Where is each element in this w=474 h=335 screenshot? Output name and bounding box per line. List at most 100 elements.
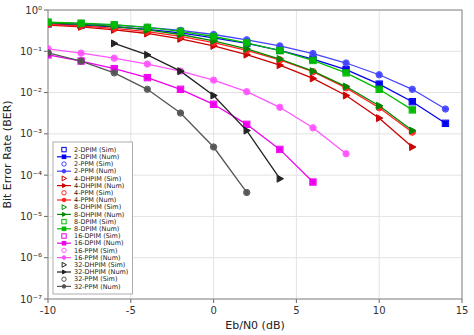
- point: [112, 22, 117, 27]
- point: [178, 29, 183, 34]
- open-point: [111, 22, 117, 28]
- tick-mark: [213, 299, 214, 303]
- tick-label: 10⁻⁷: [20, 294, 42, 305]
- open-point: [111, 70, 117, 76]
- background: [0, 0, 474, 335]
- legend-marker: [62, 162, 66, 166]
- legend-marker: [62, 212, 66, 216]
- point: [145, 52, 150, 57]
- series: [48, 21, 449, 127]
- tick-mark: [44, 133, 48, 134]
- point: [211, 102, 216, 107]
- tick-mark: [44, 92, 48, 93]
- legend-marker: [62, 277, 66, 281]
- series: [48, 21, 416, 135]
- open-point: [277, 175, 283, 182]
- grid-line: [48, 92, 462, 93]
- legend-marker: [62, 169, 66, 173]
- series: [48, 22, 448, 126]
- open-point: [343, 83, 349, 90]
- point: [277, 147, 282, 152]
- point: [443, 107, 448, 112]
- series: [48, 50, 249, 195]
- point: [278, 56, 283, 61]
- open-point: [277, 104, 283, 110]
- point: [244, 40, 249, 45]
- open-point: [210, 77, 216, 83]
- point: [145, 25, 150, 30]
- open-point: [78, 58, 84, 64]
- open-point: [310, 68, 316, 75]
- point: [178, 28, 183, 33]
- point: [112, 56, 117, 61]
- open-point: [409, 99, 415, 105]
- open-point: [442, 106, 448, 112]
- open-point: [78, 20, 84, 26]
- legend-marker: [62, 205, 66, 210]
- open-point: [376, 72, 382, 78]
- legend-marker: [62, 227, 66, 231]
- point: [79, 59, 84, 64]
- legend-marker: [62, 219, 66, 223]
- open-point: [277, 55, 283, 62]
- point: [178, 69, 183, 74]
- open-point: [244, 88, 250, 94]
- point: [311, 58, 316, 63]
- legend-marker: [62, 248, 66, 252]
- open-point: [48, 19, 51, 25]
- legend-marker: [62, 241, 66, 245]
- open-point: [410, 143, 416, 150]
- point: [211, 78, 216, 83]
- tick-label: 0: [210, 305, 216, 316]
- series: [48, 20, 415, 133]
- open-point: [310, 75, 316, 82]
- legend-marker: [62, 198, 66, 202]
- point: [410, 87, 415, 92]
- tick-label: 10⁰: [25, 5, 42, 16]
- point: [112, 23, 117, 28]
- open-point: [310, 69, 316, 75]
- grid: [48, 10, 462, 299]
- open-point: [144, 74, 150, 80]
- point: [377, 87, 382, 92]
- point: [48, 20, 50, 25]
- tick-label: 10⁻⁶: [20, 252, 42, 263]
- series: [48, 46, 348, 156]
- point: [311, 69, 316, 74]
- x-axis-label: Eb/N0 (dB): [225, 319, 284, 332]
- tick-label: 10⁻²: [20, 87, 42, 98]
- point: [79, 51, 84, 56]
- open-point: [111, 22, 117, 28]
- point: [277, 105, 282, 110]
- legend-marker: [62, 234, 66, 238]
- series: [48, 22, 415, 135]
- point: [145, 25, 150, 30]
- point: [277, 48, 282, 53]
- tick-mark: [379, 299, 380, 303]
- open-point: [409, 107, 415, 113]
- point: [48, 50, 50, 55]
- tick-mark: [44, 175, 48, 176]
- legend-box: [53, 142, 132, 294]
- point: [344, 151, 349, 156]
- point: [311, 76, 316, 81]
- point: [410, 108, 415, 113]
- open-point: [310, 57, 316, 63]
- point: [244, 89, 249, 94]
- point: [377, 103, 382, 108]
- point: [410, 144, 415, 149]
- point: [48, 20, 50, 25]
- point: [244, 190, 249, 195]
- point: [278, 176, 283, 181]
- point: [145, 87, 150, 92]
- point: [79, 21, 84, 26]
- tick-mark: [48, 299, 49, 303]
- open-point: [48, 50, 51, 56]
- open-point: [343, 60, 349, 66]
- tick-label: 10⁻⁵: [20, 211, 42, 222]
- point: [245, 128, 250, 133]
- open-point: [78, 58, 84, 64]
- open-point: [277, 47, 283, 53]
- point: [344, 84, 349, 89]
- point: [245, 46, 250, 51]
